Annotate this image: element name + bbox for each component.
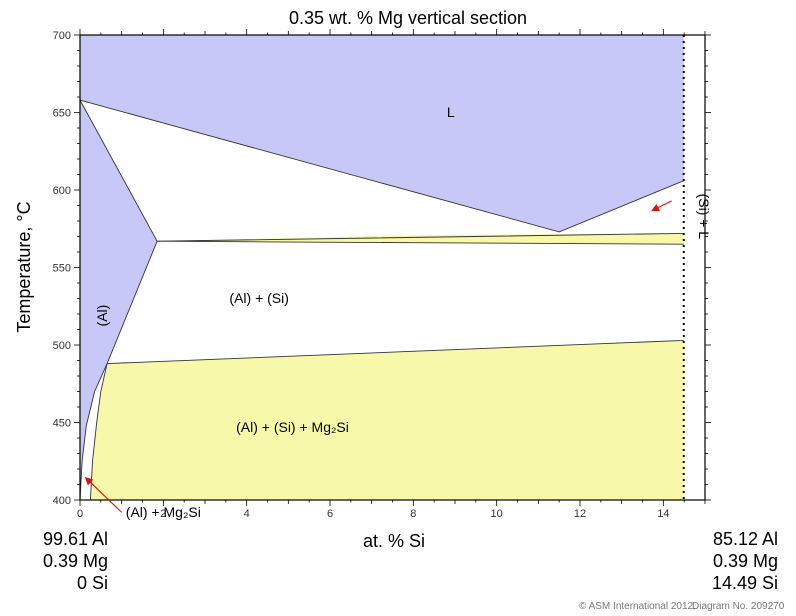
phase-regions <box>80 35 684 500</box>
x-axis-label: at. % Si <box>363 531 425 551</box>
left-composition-al: 99.61 Al <box>43 529 108 549</box>
y-tick-label: 450 <box>53 418 71 430</box>
diagram-number: Diagram No. 209270 <box>692 601 785 612</box>
phase-region-2 <box>90 340 684 500</box>
region-label: (Al) + Mg₂Si <box>126 504 201 520</box>
y-tick-label: 700 <box>53 30 71 42</box>
copyright-text: © ASM International 2012. <box>579 601 696 612</box>
left-composition-si: 0 Si <box>77 573 108 593</box>
x-tick-label: 2 <box>160 508 166 520</box>
region-label: (Al) + (Si) + Mg₂Si <box>236 419 349 435</box>
y-axis-label: Temperature, °C <box>14 201 34 332</box>
x-tick-label: 12 <box>574 508 586 520</box>
boundary-line-0 <box>79 99 684 233</box>
pointer-arrow <box>84 476 123 513</box>
boundary-line-4 <box>107 339 684 365</box>
right-composition-si: 14.49 Si <box>712 573 778 593</box>
region-label: (Al) <box>94 305 110 327</box>
region-label: L <box>447 104 455 120</box>
chart-title: 0.35 wt. % Mg vertical section <box>289 8 527 28</box>
right-composition-mg: 0.39 Mg <box>713 551 778 571</box>
axes: 0 2 4 6 8 10 12 14 400 450 500 550 600 650 700 <box>53 29 711 520</box>
phase-region-1 <box>80 100 158 500</box>
left-composition-mg: 0.39 Mg <box>43 551 108 571</box>
y-tick-label: 500 <box>53 340 71 352</box>
boundary-line-2 <box>157 240 684 245</box>
phase-region-3 <box>157 233 684 245</box>
y-tick-label: 650 <box>53 108 71 120</box>
x-tick-label: 8 <box>410 508 416 520</box>
region-label: (Al) + (Si) <box>229 290 289 306</box>
y-tick-label: 600 <box>53 185 71 197</box>
y-tick-label: 400 <box>53 495 71 507</box>
x-tick-label: 6 <box>327 508 333 520</box>
x-tick-label: 4 <box>244 508 250 520</box>
phase-region-0 <box>80 35 684 232</box>
x-tick-label: 0 <box>77 508 83 520</box>
phase-boundaries <box>79 35 685 501</box>
pointer-arrow <box>651 200 672 212</box>
x-tick-label: 10 <box>491 508 503 520</box>
y-tick-label: 550 <box>53 263 71 275</box>
region-labels: L (Al) + (Si) (Al) + (Si) + Mg₂Si (Al) (Al) … <box>84 104 712 520</box>
region-label: (Si) + L <box>696 194 712 240</box>
right-composition-al: 85.12 Al <box>713 529 778 549</box>
boundary-line-5 <box>89 363 108 501</box>
x-tick-label: 14 <box>657 508 669 520</box>
boundary-line-3 <box>79 241 158 501</box>
